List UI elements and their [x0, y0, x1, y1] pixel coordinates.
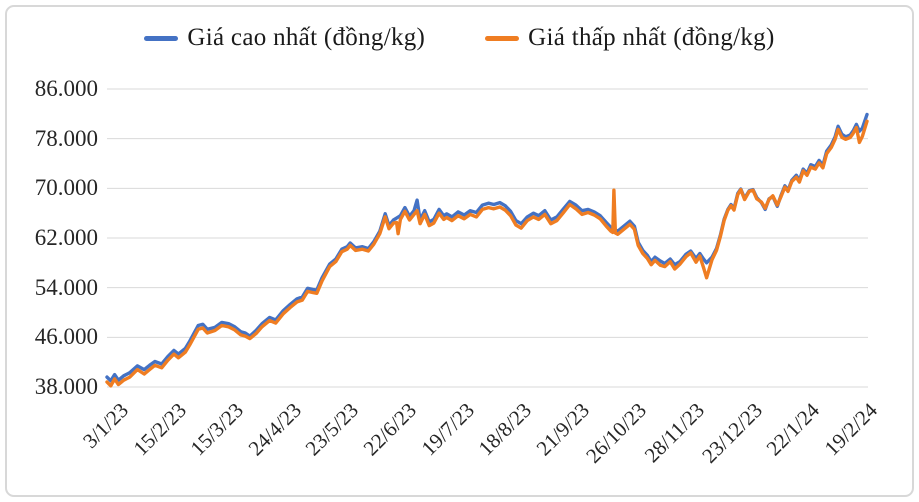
legend-item-gia-thap-nhat[interactable]: Giá thấp nhất (đồng/kg): [485, 24, 774, 52]
series-line-0: [105, 112, 869, 383]
legend-label: Giá cao nhất (đồng/kg): [187, 24, 426, 51]
y-axis-tick-label: 86.000: [34, 76, 98, 101]
y-axis-tick-label: 38.000: [34, 374, 98, 399]
y-axis-tick-label: 46.000: [34, 324, 98, 350]
series-lines: [105, 112, 869, 388]
gridlines: [107, 88, 868, 388]
legend-line-swatch-orange: [485, 35, 520, 41]
y-axis-tick-label: 78.000: [34, 125, 98, 151]
y-axis-tick-label: 62.000: [34, 225, 98, 250]
legend-label: Giá thấp nhất (đồng/kg): [528, 24, 775, 51]
y-axis-tick-label: 54.000: [34, 274, 98, 300]
legend-line-swatch-blue: [144, 35, 179, 41]
legend: Giá cao nhất (đồng/kg) Giá thấp nhất (đồ…: [0, 24, 919, 52]
legend-item-gia-cao-nhat[interactable]: Giá cao nhất (đồng/kg): [144, 24, 425, 52]
y-axis-tick-label: 70.000: [34, 175, 98, 201]
series-line-1: [105, 119, 869, 388]
